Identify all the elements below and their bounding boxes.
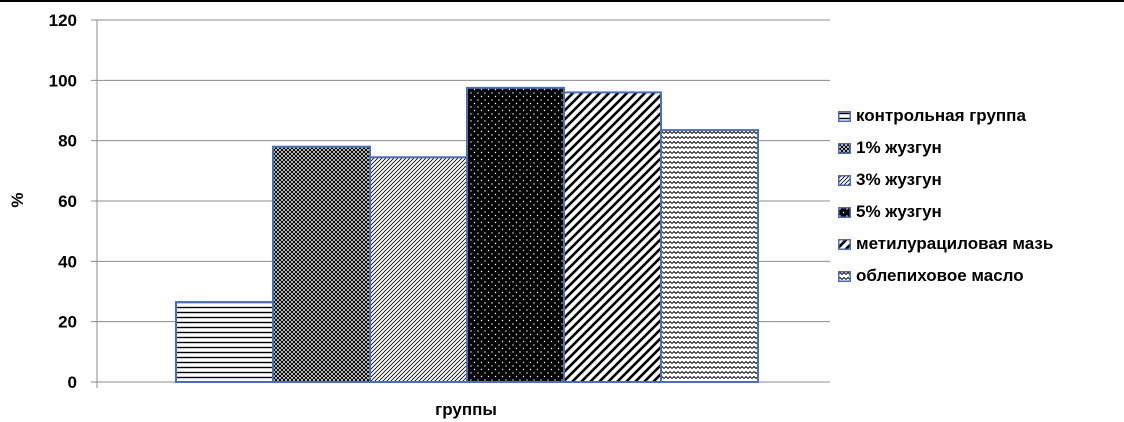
legend-swatch [838,110,851,122]
legend-item: контрольная группа [838,100,1053,132]
y-tick-label-120: 120 [49,11,77,30]
bar-3 [369,156,468,383]
top-border-line [0,0,1124,2]
y-tick-label-100: 100 [49,71,77,90]
legend-swatch [838,142,851,154]
legend-item: метилурациловая мазь [838,228,1053,260]
y-tick-label-40: 40 [58,252,77,271]
legend-label: метилурациловая мазь [856,234,1054,253]
bar-6 [660,129,759,383]
legend-item: облепиховое масло [838,260,1053,292]
legend-swatch [838,206,851,218]
y-tick-labels: 0 20 40 60 80 100 120 [49,11,77,392]
bar-2 [272,145,371,383]
legend-label: контрольная группа [856,106,1026,125]
legend-item: 1% жузгун [838,132,1053,164]
legend-swatch [838,174,851,186]
bars [175,86,759,384]
x-axis-label: группы [435,400,497,419]
bar-5 [563,91,662,384]
legend-swatch [838,270,851,282]
legend-swatch [838,238,851,250]
y-tick-label-60: 60 [58,192,77,211]
legend-label: облепиховое масло [856,266,1024,285]
legend-item: 5% жузгун [838,196,1053,228]
bar-4 [466,86,565,383]
legend-label: 3% жузгун [856,170,942,189]
y-axis-label: % [8,192,27,207]
legend-label: 5% жузгун [856,202,942,221]
legend: контрольная группа 1% жузгун 3% жузгун 5% ж… [838,100,1053,292]
bar-chart: 0 20 40 60 80 100 120 группы % [8,11,830,419]
legend-item: 3% жузгун [838,164,1053,196]
bar-1 [175,301,274,383]
y-tick-label-80: 80 [58,132,77,151]
y-tick-label-20: 20 [58,313,77,332]
y-tick-label-0: 0 [68,373,77,392]
legend-label: 1% жузгун [856,138,942,157]
